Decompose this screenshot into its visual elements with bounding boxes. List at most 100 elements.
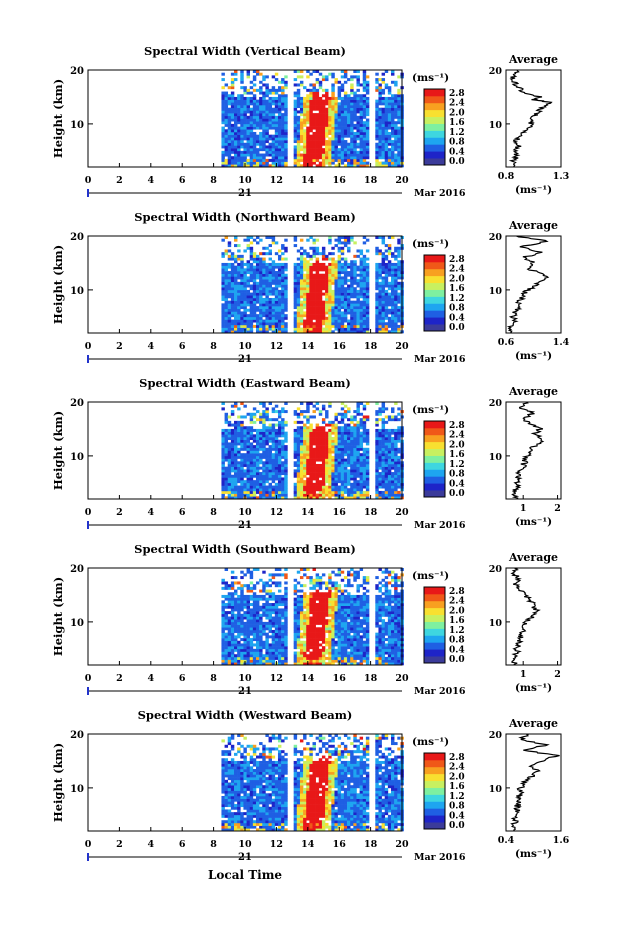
heatmap-cell bbox=[293, 469, 298, 473]
heatmap-cell bbox=[325, 113, 329, 117]
heatmap-cell bbox=[293, 268, 298, 272]
heatmap-cell bbox=[312, 463, 316, 467]
heatmap-cell bbox=[356, 292, 360, 296]
heatmap-cell bbox=[240, 86, 244, 90]
heatmap-cell bbox=[281, 314, 285, 318]
heatmap-cell bbox=[230, 107, 235, 111]
heatmap-cell bbox=[362, 319, 367, 323]
heatmap-cell bbox=[365, 447, 370, 451]
heatmap-cell bbox=[277, 428, 282, 432]
heatmap-cell bbox=[303, 145, 307, 149]
heatmap-cell bbox=[296, 257, 301, 261]
heatmap-cell bbox=[299, 314, 304, 318]
heatmap-cell bbox=[249, 303, 254, 307]
heatmap-cell bbox=[353, 428, 357, 432]
heatmap-cell bbox=[306, 314, 310, 318]
heatmap-cell bbox=[268, 488, 272, 492]
x-tick-label: 8 bbox=[210, 175, 217, 186]
heatmap-cell bbox=[315, 91, 320, 95]
heatmap-cell bbox=[365, 327, 370, 331]
heatmap-cell bbox=[265, 131, 269, 135]
heatmap-cell bbox=[240, 319, 244, 323]
heatmap-cell bbox=[237, 161, 241, 165]
heatmap-cell bbox=[378, 300, 382, 304]
heatmap-cell bbox=[318, 126, 323, 130]
heatmap-cell bbox=[284, 158, 288, 162]
heatmap-cell bbox=[359, 327, 364, 331]
heatmap-cell bbox=[240, 316, 244, 320]
heatmap-cell bbox=[296, 268, 301, 272]
heatmap-cell bbox=[318, 455, 323, 459]
heatmap-cell bbox=[227, 594, 232, 598]
heatmap-cell bbox=[347, 161, 351, 165]
heatmap-cell bbox=[303, 458, 307, 462]
heatmap-cell bbox=[303, 158, 307, 162]
heatmap-cell bbox=[268, 303, 272, 307]
heatmap-cell bbox=[284, 463, 288, 467]
heatmap-cell bbox=[315, 306, 320, 310]
heatmap-cell bbox=[331, 252, 335, 256]
heatmap-cell bbox=[224, 105, 229, 109]
heatmap-cell bbox=[347, 426, 351, 430]
heatmap-cell bbox=[362, 485, 367, 489]
heatmap-cell bbox=[331, 330, 335, 334]
heatmap-cell bbox=[293, 284, 298, 288]
heatmap-cell bbox=[299, 83, 304, 87]
heatmap-cell bbox=[303, 453, 307, 457]
heatmap-cell bbox=[240, 297, 244, 301]
heatmap-cell bbox=[240, 118, 244, 122]
heatmap-cell bbox=[350, 431, 354, 435]
heatmap-cell bbox=[359, 453, 364, 457]
x-tick-label: 0 bbox=[85, 507, 92, 518]
heatmap-cell bbox=[252, 493, 257, 497]
heatmap-cell bbox=[271, 439, 276, 443]
heatmap-cell bbox=[271, 300, 276, 304]
heatmap-cell bbox=[299, 281, 304, 285]
heatmap-cell bbox=[391, 322, 395, 326]
heatmap-cell bbox=[397, 137, 401, 141]
heatmap-cell bbox=[237, 472, 241, 476]
heatmap-cell bbox=[255, 150, 260, 154]
heatmap-cell bbox=[331, 314, 335, 318]
heatmap-cell bbox=[234, 434, 238, 438]
heatmap-cell bbox=[246, 107, 251, 111]
heatmap-cell bbox=[240, 142, 244, 146]
heatmap-cell bbox=[262, 91, 266, 95]
heatmap-cell bbox=[303, 330, 307, 334]
heatmap-cell bbox=[331, 458, 335, 462]
heatmap-cell bbox=[365, 121, 370, 125]
heatmap-cell bbox=[221, 140, 225, 144]
heatmap-cell bbox=[303, 252, 307, 256]
heatmap-cell bbox=[255, 268, 260, 272]
heatmap-cell bbox=[381, 96, 386, 100]
heatmap-cell bbox=[306, 428, 310, 432]
colorbar-tick-label: 0.0 bbox=[449, 157, 465, 167]
heatmap-cell bbox=[227, 646, 232, 650]
heatmap-cell bbox=[249, 148, 254, 152]
heatmap-cell bbox=[293, 314, 298, 318]
heatmap-cell bbox=[375, 249, 379, 253]
heatmap-cell bbox=[334, 99, 338, 103]
heatmap-cell bbox=[274, 439, 279, 443]
heatmap-cell bbox=[312, 327, 316, 331]
heatmap-cell bbox=[271, 137, 276, 141]
heatmap-cell bbox=[284, 474, 288, 478]
heatmap-cell bbox=[334, 140, 338, 144]
heatmap-cell bbox=[318, 482, 323, 486]
heatmap-cell bbox=[328, 327, 332, 331]
heatmap-cell bbox=[227, 648, 232, 652]
heatmap-cell bbox=[359, 268, 364, 272]
heatmap-cell bbox=[350, 330, 354, 334]
heatmap-cell bbox=[284, 86, 288, 90]
heatmap-cell bbox=[230, 322, 235, 326]
heatmap-cell bbox=[221, 150, 225, 154]
heatmap-cell bbox=[318, 145, 323, 149]
heatmap-cell bbox=[240, 423, 244, 427]
heatmap-cell bbox=[384, 327, 389, 331]
heatmap-cell bbox=[293, 311, 298, 315]
heatmap-cell bbox=[359, 445, 364, 449]
heatmap-cell bbox=[265, 262, 269, 266]
heatmap-cell bbox=[221, 466, 225, 470]
heatmap-cell bbox=[224, 113, 229, 117]
heatmap-cell bbox=[255, 455, 260, 459]
